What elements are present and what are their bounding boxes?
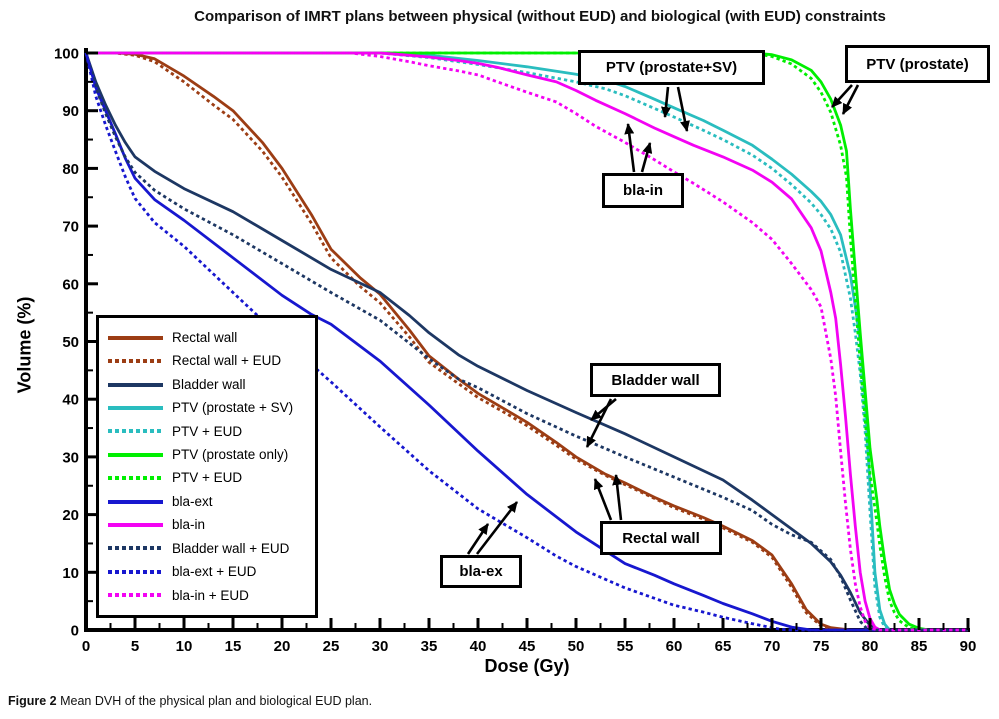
curve-3-ptv-prostate-sv- [86,51,968,632]
legend-item-3: PTV (prostate + SV) [108,401,313,415]
x-tick-label: 50 [568,638,585,655]
legend-swatch-solid-line [108,452,163,457]
legend-item-5: PTV (prostate only) [108,448,313,462]
legend-swatch-dotted-line [108,476,163,481]
legend-item-label: PTV (prostate + SV) [172,400,294,416]
legend-swatch-solid-line [108,523,163,528]
curves [84,51,968,632]
callout-ptv-prostate: PTV (prostate) [845,45,990,83]
callout-ptv-prostate-sv: PTV (prostate+SV) [578,50,765,85]
legend-swatch-solid-line [108,382,163,387]
legend-item-label: Rectal wall + EUD [172,353,282,369]
x-tick-label: 55 [617,638,634,655]
y-tick-label: 70 [62,219,79,236]
legend-swatch-solid-line [108,405,163,410]
x-tick-label: 80 [862,638,879,655]
callout-rectal-wall: Rectal wall [600,521,722,555]
legend-item-7: bla-ext [108,495,313,509]
y-tick-label: 40 [62,392,79,409]
x-tick-label: 20 [274,638,291,655]
legend-item-2: Bladder wall [108,378,313,392]
y-tick-label: 0 [71,623,79,640]
x-tick-label: 30 [372,638,389,655]
x-tick-label: 85 [911,638,928,655]
legend: Rectal wall Rectal wall + EUD Bladder wall… [96,315,318,618]
x-tick-label: 35 [421,638,438,655]
legend-item-label: bla-ext + EUD [172,564,257,580]
x-tick-label: 25 [323,638,340,655]
axis-ticks [84,51,970,632]
legend-item-label: bla-ext [172,493,213,509]
curve-5-ptv-prostate-only- [86,51,968,632]
legend-item-label: Bladder wall [172,376,246,392]
legend-swatch-dotted-line [108,546,163,551]
curve-2-bladder-wall [84,52,968,632]
caption-text: Mean DVH of the physical plan and biolog… [56,694,373,708]
x-tick-label: 90 [960,638,977,655]
x-axis-label: Dose (Gy) [484,656,570,676]
legend-item-label: Bladder wall + EUD [172,540,290,556]
legend-item-6: PTV + EUD [108,471,313,485]
legend-item-label: bla-in + EUD [172,587,249,603]
y-tick-label: 60 [62,276,79,293]
legend-swatch-dotted-line [108,569,163,574]
y-tick-label: 50 [62,334,79,351]
legend-item-label: PTV (prostate only) [172,447,289,463]
curve-6-ptv-eud [86,51,968,632]
legend-item-8: bla-in [108,518,313,532]
x-tick-label: 5 [131,638,139,655]
y-tick-label: 90 [62,103,79,120]
curve-8-bla-in [86,51,968,632]
callout-bla-in: bla-in [602,173,684,208]
legend-item-0: Rectal wall [108,331,313,345]
curve-9-bladder-wall-eud [84,52,968,632]
legend-item-9: Bladder wall + EUD [108,542,313,556]
callout-bla-ex: bla-ex [440,555,522,588]
curve-7-bla-ext [84,52,968,632]
tick-labels: 0 5 10 15 20 25 30 35 40 45 50 55 60 65 70 75 80 85 90 0 10 2… [54,46,976,656]
x-tick-label: 75 [813,638,830,655]
curve-11-bla-in-eud [86,51,968,632]
x-tick-label: 40 [470,638,487,655]
legend-item-label: bla-in [172,517,206,533]
x-tick-label: 10 [176,638,193,655]
legend-swatch-dotted-line [108,593,163,598]
caption-label: Figure 2 [8,694,57,708]
x-tick-label: 65 [715,638,732,655]
curve-0-rectal-wall [86,51,968,632]
legend-item-11: bla-in + EUD [108,589,313,603]
legend-swatch-solid-line [108,499,163,504]
callout-bladder-wall: Bladder wall [590,363,721,397]
curve-10-bla-ext-eud [84,52,968,632]
legend-item-4: PTV + EUD [108,425,313,439]
y-tick-label: 10 [62,565,79,582]
legend-item-label: Rectal wall [172,329,238,345]
legend-item-10: bla-ext + EUD [108,565,313,579]
figure-caption: Figure 2 Mean DVH of the physical plan a… [8,694,372,708]
y-tick-label: 100 [54,46,79,63]
x-tick-label: 0 [82,638,90,655]
x-tick-label: 45 [519,638,536,655]
legend-swatch-solid-line [108,335,163,340]
curve-1-rectal-wall-eud [86,51,968,632]
y-tick-label: 80 [62,161,79,178]
legend-item-1: Rectal wall + EUD [108,354,313,368]
curve-4-ptv-eud [86,51,968,632]
legend-swatch-dotted-line [108,359,163,364]
y-tick-label: 30 [62,449,79,466]
x-tick-label: 15 [225,638,242,655]
chart-title: Comparison of IMRT plans between physica… [194,8,886,25]
x-tick-label: 60 [666,638,683,655]
legend-item-label: PTV + EUD [172,470,243,486]
legend-item-label: PTV + EUD [172,423,243,439]
y-tick-label: 20 [62,507,79,524]
legend-swatch-dotted-line [108,429,163,434]
x-tick-label: 70 [764,638,781,655]
